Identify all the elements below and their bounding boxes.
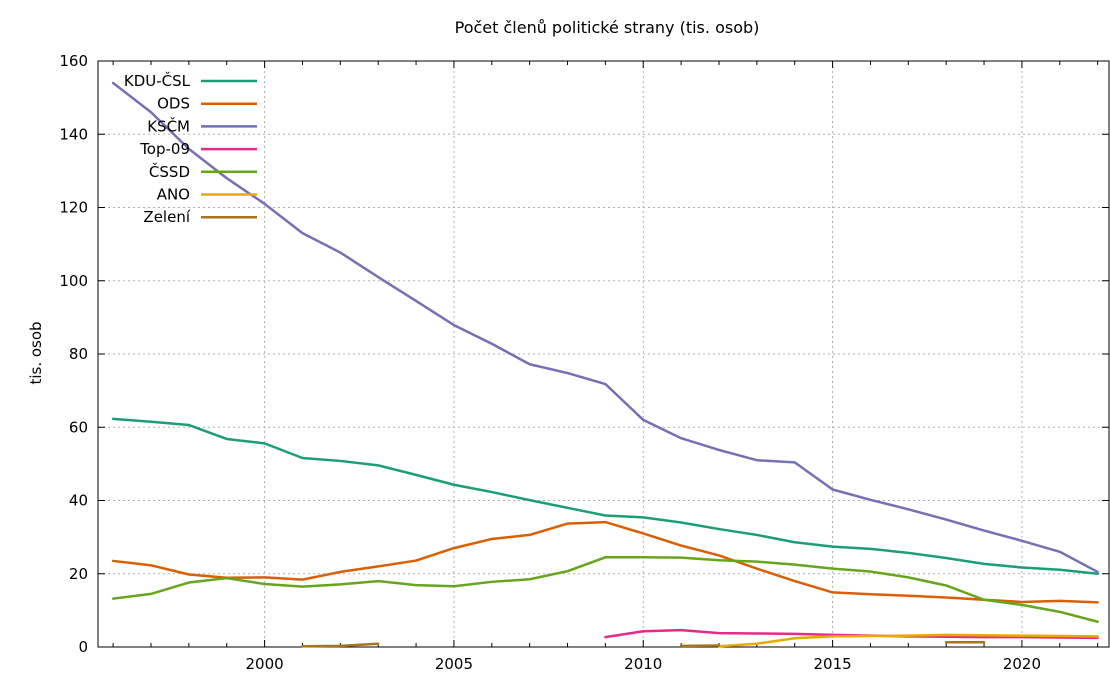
x-tick-label: 2000 xyxy=(246,655,284,673)
legend-label-kdu-csl: KDU-ČSL xyxy=(124,71,191,90)
y-tick-label: 40 xyxy=(69,492,88,510)
plot-border xyxy=(97,60,1110,648)
series-lines xyxy=(111,81,1099,648)
legend-label-zeleni: Zelení xyxy=(143,208,190,226)
chart-title: Počet členů politické strany (tis. osob) xyxy=(455,18,760,37)
y-axis-label: tis. osob xyxy=(27,321,45,384)
legend-label-cssd: ČSSD xyxy=(149,162,190,181)
legend-label-ods: ODS xyxy=(157,95,190,113)
y-tick-label: 100 xyxy=(59,272,88,290)
x-tick-label: 2010 xyxy=(624,655,662,673)
y-tick-label: 140 xyxy=(59,125,88,143)
series-line-cssd xyxy=(111,556,1099,623)
series-line-ods xyxy=(111,520,1099,604)
series-line-ano xyxy=(717,633,1099,648)
y-tick-label: 80 xyxy=(69,345,88,363)
y-tick-label: 60 xyxy=(69,418,88,436)
y-tick-label: 0 xyxy=(78,638,88,656)
series-line-zeleni xyxy=(301,640,986,648)
legend-label-kscm: KSČM xyxy=(147,116,190,135)
legend-label-ano: ANO xyxy=(157,186,190,204)
x-tick-label: 2005 xyxy=(435,655,473,673)
axes: 0 20 40 60 80 100 120 140 160 2000 2005 2010 2015 202… xyxy=(59,52,1110,673)
y-tick-label: 120 xyxy=(59,199,88,217)
y-tick-label: 20 xyxy=(69,565,88,583)
x-tick-label: 2020 xyxy=(1003,655,1041,673)
series-line-kdu-csl xyxy=(111,417,1099,575)
y-tick-label: 160 xyxy=(59,52,88,70)
legend: KDU-ČSL ODS KSČM Top-09 ČSSD ANO Zelení xyxy=(124,71,257,226)
grid-lines xyxy=(98,61,1109,647)
x-tick-label: 2015 xyxy=(813,655,851,673)
series-line-kscm xyxy=(111,81,1099,574)
legend-label-top-09: Top-09 xyxy=(139,140,190,158)
